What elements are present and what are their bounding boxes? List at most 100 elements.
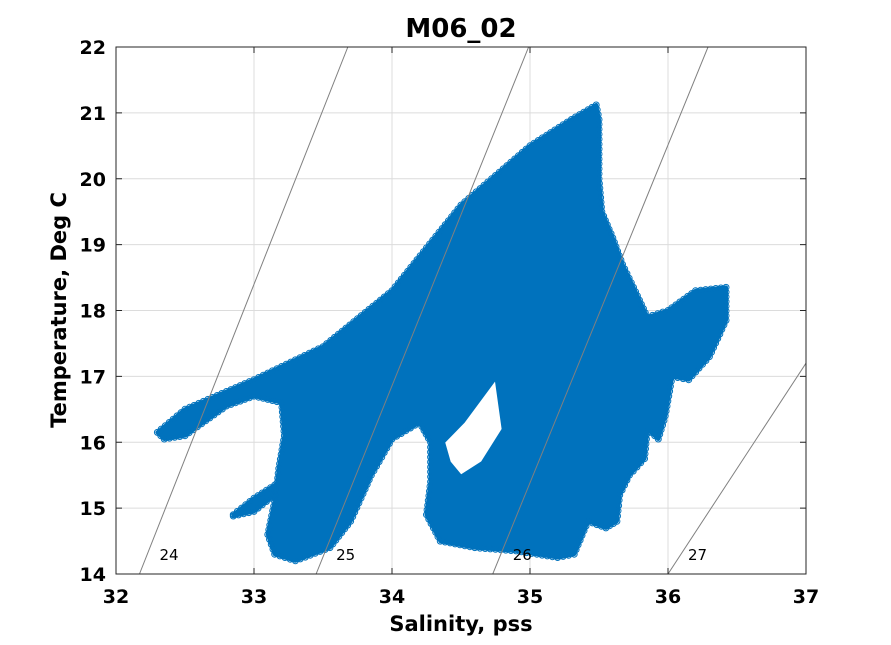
- data-point: [245, 394, 253, 402]
- data-point-markers: [153, 101, 730, 565]
- data-point: [593, 106, 601, 114]
- data-point: [267, 494, 275, 502]
- data-point: [595, 125, 603, 133]
- data-point: [427, 443, 435, 451]
- data-point: [712, 285, 720, 292]
- data-point: [274, 474, 282, 482]
- data-point: [523, 549, 530, 557]
- data-point: [423, 506, 431, 514]
- data-point: [630, 283, 637, 291]
- data-point: [351, 508, 359, 516]
- data-point: [633, 463, 641, 471]
- data-point: [607, 230, 615, 238]
- data-point: [643, 430, 651, 438]
- data-point: [613, 517, 621, 525]
- data-point: [533, 550, 541, 558]
- data-point: [423, 511, 430, 519]
- data-point: [538, 551, 546, 559]
- data-point: [235, 511, 242, 519]
- data-point: [471, 544, 479, 552]
- data-point: [176, 433, 184, 440]
- data-point: [722, 307, 730, 315]
- data-point: [241, 395, 249, 403]
- data-point: [596, 184, 604, 192]
- data-point: [642, 440, 650, 448]
- data-point: [278, 446, 286, 454]
- data-point: [666, 387, 674, 395]
- data-point: [666, 382, 674, 390]
- data-point: [596, 189, 604, 197]
- data-point: [722, 312, 730, 320]
- data-point: [497, 546, 505, 554]
- data-point: [702, 286, 710, 294]
- data-point: [199, 397, 207, 405]
- data-point: [663, 402, 671, 410]
- isopycnal-line: [315, 47, 530, 574]
- y-tick-label: 15: [80, 498, 106, 520]
- data-point: [710, 344, 717, 352]
- data-point: [476, 544, 484, 552]
- data-point: [274, 469, 282, 477]
- data-point: [359, 490, 367, 498]
- data-point: [222, 388, 230, 395]
- data-point: [481, 545, 489, 552]
- data-point: [422, 430, 430, 438]
- y-tick-label: 21: [80, 103, 106, 125]
- data-point: [517, 548, 525, 556]
- data-point: [601, 217, 609, 224]
- data-point: [637, 300, 645, 308]
- isopycnal-labels: 24 25 26 27: [159, 546, 707, 564]
- x-tick-label: 35: [517, 586, 543, 608]
- data-point: [639, 305, 647, 313]
- data-point: [642, 445, 649, 453]
- data-point: [236, 397, 244, 405]
- data-point: [427, 463, 435, 471]
- data-point: [595, 150, 603, 158]
- data-point: [582, 522, 590, 530]
- data-point: [637, 459, 645, 467]
- data-point: [451, 540, 459, 548]
- data-point: [427, 478, 435, 486]
- data-point: [181, 432, 189, 440]
- data-point: [279, 441, 287, 449]
- data-point: [722, 288, 730, 296]
- data-point: [171, 433, 179, 441]
- x-tick-label: 32: [103, 586, 129, 608]
- data-point: [572, 546, 580, 553]
- data-point: [615, 496, 623, 504]
- data-point: [427, 453, 435, 461]
- data-point: [268, 397, 276, 404]
- data-point: [227, 400, 235, 408]
- data-point: [424, 501, 432, 509]
- data-point-gap: [443, 378, 504, 476]
- x-axis-label: Salinity, pss: [389, 612, 532, 636]
- data-point: [273, 479, 281, 487]
- data-point: [427, 468, 435, 476]
- data-point: [707, 285, 715, 293]
- data-point: [614, 247, 622, 255]
- data-point: [492, 545, 499, 553]
- data-point: [427, 458, 435, 466]
- y-axis-label: Temperature, Deg C: [47, 192, 71, 428]
- data-point: [633, 292, 641, 300]
- data-point: [554, 554, 562, 561]
- data-point: [667, 377, 675, 385]
- data-point: [615, 252, 623, 260]
- data-point: [195, 399, 203, 407]
- data-point: [602, 524, 610, 532]
- data-point: [692, 287, 700, 295]
- data-point: [609, 234, 617, 242]
- data-point: [466, 543, 474, 551]
- data-point: [595, 140, 603, 148]
- data-point: [593, 521, 601, 529]
- data-point: [259, 394, 267, 402]
- data-point: [446, 539, 454, 547]
- data-point: [603, 221, 611, 229]
- x-tick-label: 37: [793, 586, 819, 608]
- data-point: [597, 522, 605, 530]
- data-point: [271, 486, 279, 494]
- data-point: [597, 203, 605, 211]
- isopycnal-line: [138, 47, 349, 574]
- data-point: [641, 309, 649, 317]
- data-point: [236, 382, 244, 390]
